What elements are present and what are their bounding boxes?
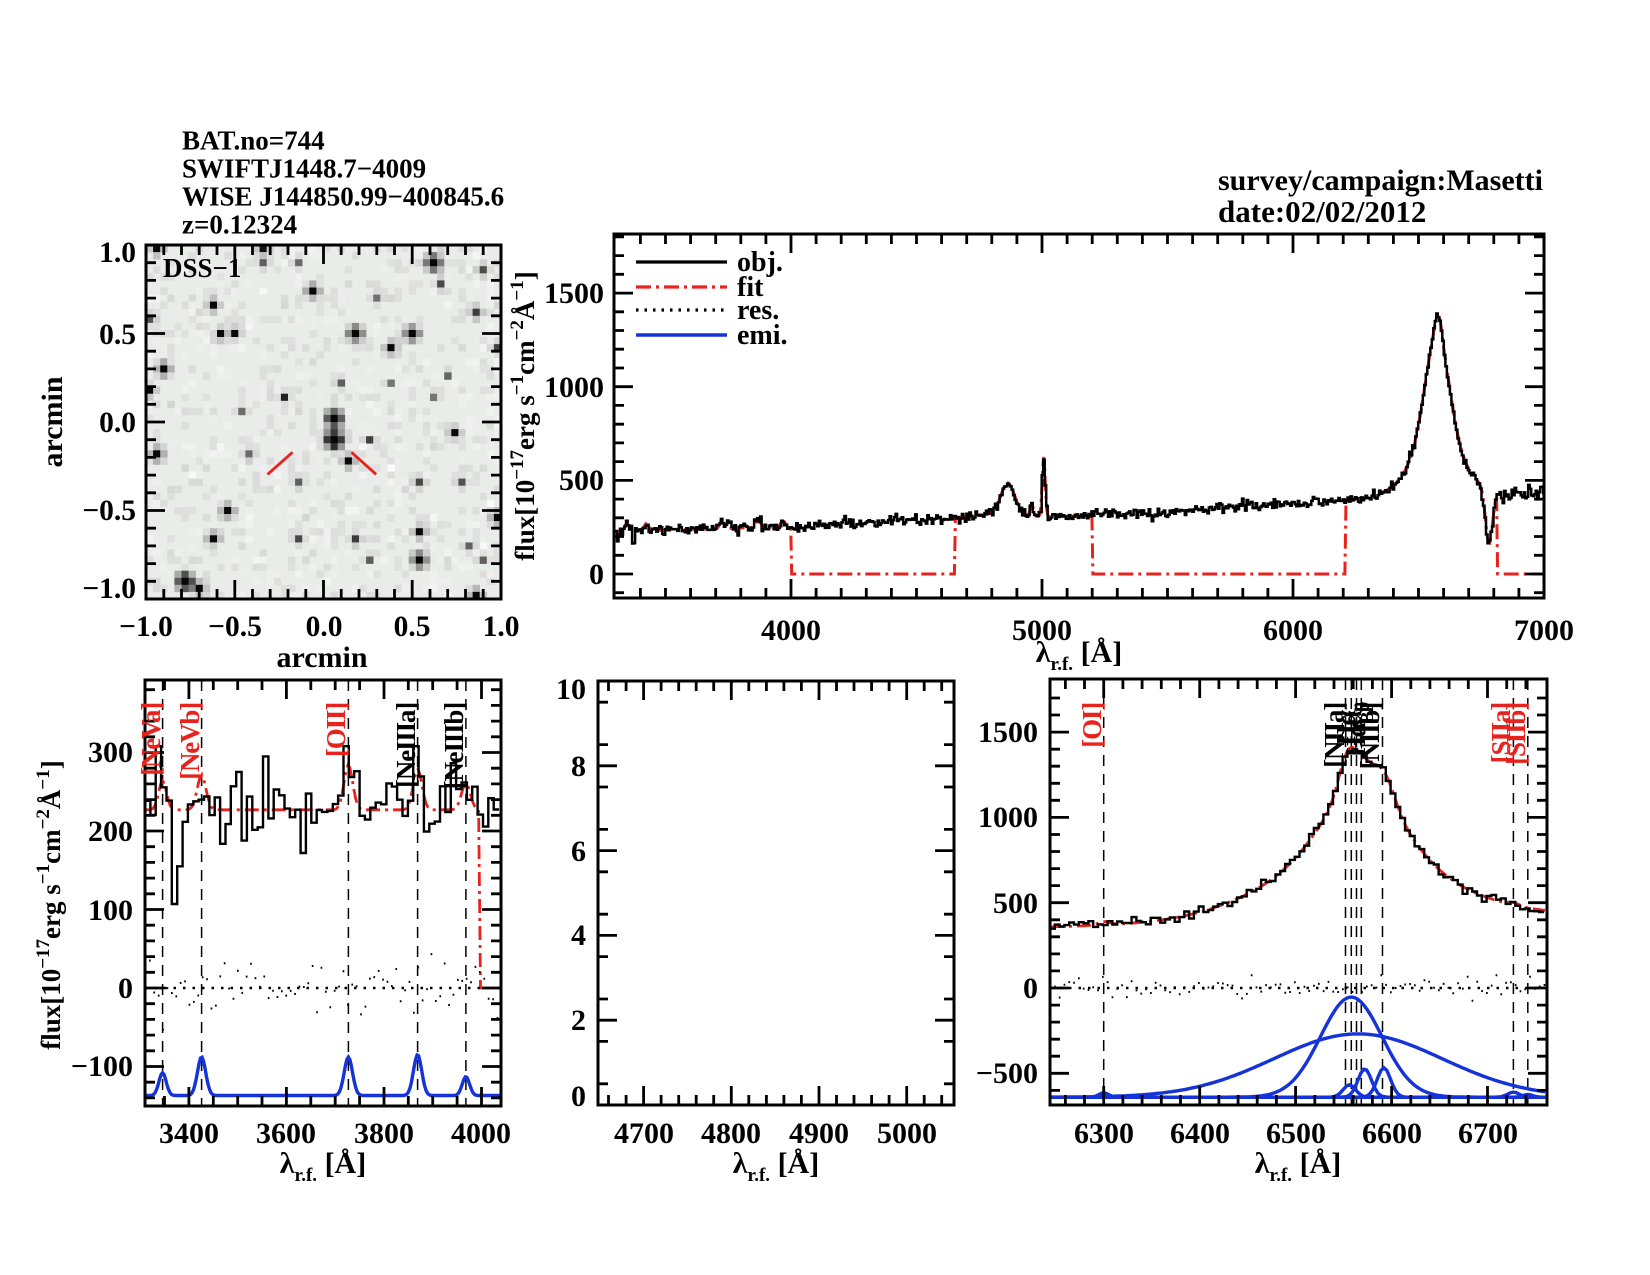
svg-text:5000: 5000 [877,1117,937,1150]
svg-text:3800: 3800 [354,1117,414,1150]
svg-text:0.5: 0.5 [99,319,136,351]
svg-text:BAT.no=744: BAT.no=744 [182,126,325,156]
svg-text:−0.5: −0.5 [208,611,262,643]
svg-text:0: 0 [118,972,133,1005]
svg-text:[OII]: [OII] [321,703,351,757]
svg-text:arcmin: arcmin [36,376,69,467]
svg-text:SWIFTJ1448.7−4009: SWIFTJ1448.7−4009 [182,154,426,184]
svg-text:0: 0 [589,558,604,591]
svg-text:6600: 6600 [1362,1117,1422,1150]
svg-text:4900: 4900 [789,1117,849,1150]
svg-text:300: 300 [88,736,133,769]
svg-text:0: 0 [571,1080,586,1113]
svg-text:[SIIb]: [SIIb] [1501,703,1531,765]
svg-text:res.: res. [737,295,779,326]
svg-text:5000: 5000 [1012,614,1072,647]
svg-text:500: 500 [993,887,1038,920]
svg-text:500: 500 [559,464,604,497]
svg-text:0: 0 [1023,972,1038,1005]
svg-text:[SIIa]: [SIIa] [1486,703,1516,763]
svg-text:1.0: 1.0 [483,611,520,643]
svg-text:arcmin: arcmin [276,641,367,674]
svg-text:6500: 6500 [1266,1117,1326,1150]
svg-text:survey/campaign:Masetti: survey/campaign:Masetti [1218,164,1543,197]
svg-text:fit: fit [737,272,764,303]
svg-text:1000: 1000 [978,801,1038,834]
svg-text:obj.: obj. [737,247,783,278]
svg-text:6400: 6400 [1170,1117,1230,1150]
svg-text:date:02/02/2012: date:02/02/2012 [1218,194,1426,229]
svg-text:10: 10 [556,673,586,706]
svg-text:λr.f. [Å]: λr.f. [Å] [733,1147,819,1186]
svg-text:1500: 1500 [978,716,1038,749]
svg-text:−500: −500 [976,1057,1038,1090]
svg-text:0.0: 0.0 [99,407,136,439]
svg-text:z=0.12324: z=0.12324 [182,210,297,240]
svg-text:4000: 4000 [451,1117,511,1150]
svg-text:[NIIa]: [NIIa] [1319,703,1349,768]
svg-text:200: 200 [88,815,133,848]
svg-text:WISE J144850.99−400845.6: WISE J144850.99−400845.6 [182,182,504,212]
svg-text:1500: 1500 [544,277,604,310]
svg-text:λr.f. [Å]: λr.f. [Å] [1255,1147,1341,1186]
svg-text:1.0: 1.0 [99,237,136,269]
svg-text:8: 8 [571,750,586,783]
svg-text:λr.f. [Å]: λr.f. [Å] [280,1147,366,1186]
svg-text:DSS−1: DSS−1 [163,253,241,283]
svg-text:[NeVa]: [NeVa] [136,703,166,776]
svg-text:4: 4 [571,919,586,952]
svg-text:[NeVb]: [NeVb] [175,703,205,780]
svg-text:3400: 3400 [159,1117,219,1150]
svg-text:0.5: 0.5 [394,611,431,643]
svg-text:−1.0: −1.0 [82,573,136,605]
svg-text:−0.5: −0.5 [82,495,136,527]
svg-text:flux[10−17erg s−1cm−2Å−1]: flux[10−17erg s−1cm−2Å−1] [33,760,66,1050]
svg-text:4000: 4000 [761,614,821,647]
svg-text:[NIIb]: [NIIb] [1355,703,1385,769]
svg-text:6700: 6700 [1458,1117,1518,1150]
svg-text:100: 100 [88,894,133,927]
svg-text:[OI]: [OI] [1077,703,1107,748]
svg-text:2: 2 [571,1004,586,1037]
svg-text:3600: 3600 [256,1117,316,1150]
svg-text:flux[10−17erg s−1cm−2Å−1]: flux[10−17erg s−1cm−2Å−1] [507,271,540,561]
svg-text:0.0: 0.0 [306,611,343,643]
svg-text:−100: −100 [71,1050,133,1083]
svg-text:[NeIIIb]: [NeIIIb] [439,703,469,789]
svg-text:1000: 1000 [544,371,604,404]
svg-text:7000: 7000 [1514,614,1574,647]
svg-text:6000: 6000 [1263,614,1323,647]
svg-text:6: 6 [571,835,586,868]
svg-text:λr.f. [Å]: λr.f. [Å] [1036,636,1122,675]
svg-text:4800: 4800 [701,1117,761,1150]
svg-text:4700: 4700 [614,1117,674,1150]
svg-text:−1.0: −1.0 [119,611,173,643]
svg-text:[NeIIIa]: [NeIIIa] [391,703,421,788]
svg-text:6300: 6300 [1074,1117,1134,1150]
svg-text:emi.: emi. [737,320,788,351]
